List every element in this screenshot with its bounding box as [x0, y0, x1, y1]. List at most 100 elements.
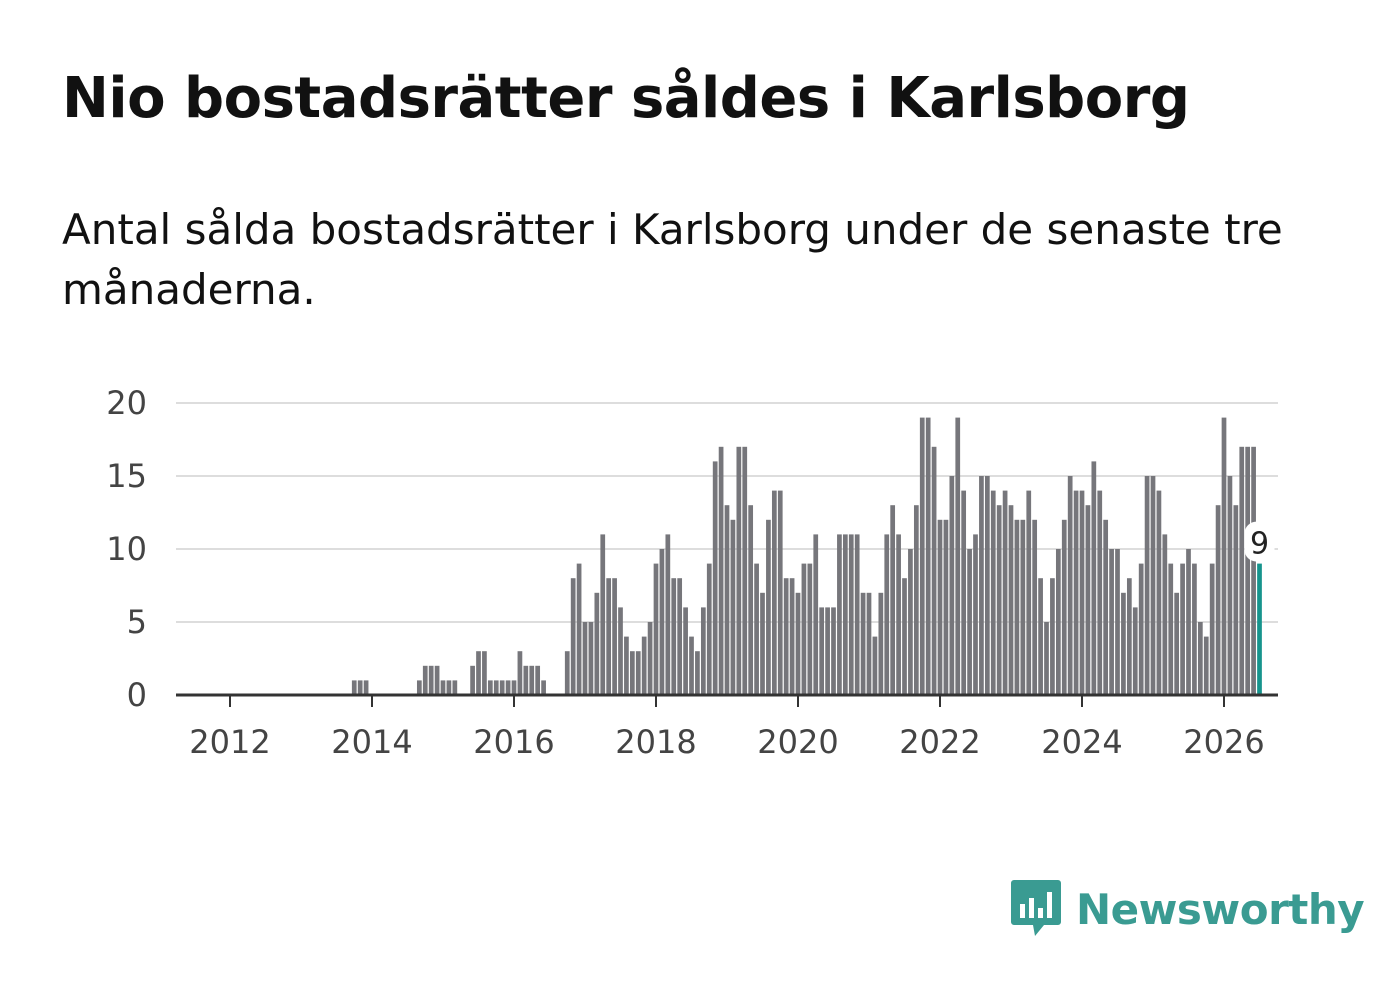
bar	[1008, 505, 1014, 695]
bar	[629, 651, 635, 695]
bar	[653, 563, 659, 695]
x-tick-label: 2024	[1041, 723, 1122, 761]
bar	[487, 680, 493, 695]
brand-name: Newsworthy	[1076, 884, 1365, 934]
bar	[718, 446, 724, 695]
bar	[641, 636, 647, 695]
bar	[594, 592, 600, 695]
bar	[884, 534, 890, 695]
bar	[1233, 505, 1239, 695]
bar	[967, 549, 972, 695]
bar	[783, 578, 789, 695]
bar	[541, 680, 546, 695]
bar	[848, 534, 854, 695]
bar	[706, 563, 712, 695]
bar	[357, 680, 363, 695]
bar	[860, 592, 866, 695]
y-tick-label: 5	[127, 603, 147, 641]
bar	[564, 651, 570, 695]
bar	[825, 607, 830, 695]
bar	[979, 476, 984, 695]
bar	[363, 680, 369, 695]
bar	[351, 680, 357, 695]
bar	[931, 446, 937, 695]
x-tick-label: 2026	[1183, 723, 1264, 761]
bar	[837, 534, 842, 695]
bar	[1197, 622, 1203, 695]
bar	[736, 446, 742, 695]
y-axis-labels: 0 5 10 15 20	[106, 384, 147, 714]
bar	[606, 578, 612, 695]
bar	[1073, 490, 1079, 695]
bar	[1026, 490, 1032, 695]
bar	[1121, 592, 1126, 695]
bar	[446, 680, 452, 695]
bar	[618, 607, 623, 695]
bar	[724, 505, 730, 695]
bar	[831, 607, 836, 695]
bar	[482, 651, 487, 695]
x-tick-label: 2016	[473, 723, 554, 761]
bar	[742, 446, 748, 695]
bar	[1168, 563, 1174, 695]
bar	[801, 563, 807, 695]
bar	[665, 534, 671, 695]
newsworthy-logo: Newsworthy	[1010, 878, 1365, 940]
bar	[529, 665, 535, 695]
bar	[748, 505, 754, 695]
bar	[1245, 446, 1251, 695]
bar	[422, 665, 428, 695]
bar	[1180, 563, 1185, 695]
bar	[1251, 446, 1256, 695]
bar	[902, 578, 907, 695]
bar	[961, 490, 967, 695]
bar	[890, 505, 896, 695]
bar	[1221, 417, 1227, 695]
bar	[428, 665, 434, 695]
bar	[1150, 476, 1156, 695]
bar	[1186, 549, 1191, 695]
bar	[570, 578, 576, 695]
bar	[1055, 549, 1061, 695]
bar	[760, 592, 765, 695]
bar	[766, 519, 771, 695]
bar	[1050, 578, 1055, 695]
bar	[842, 534, 848, 695]
bar	[1044, 622, 1049, 695]
bar	[582, 622, 588, 695]
bar	[807, 563, 813, 695]
bar	[624, 636, 629, 695]
bar	[535, 665, 541, 695]
bar	[1174, 592, 1180, 695]
bar	[777, 490, 783, 695]
bar	[416, 680, 422, 695]
bar	[1097, 490, 1103, 695]
bar	[1079, 490, 1085, 695]
bar	[872, 636, 878, 695]
bar	[1032, 519, 1038, 695]
bar	[695, 651, 700, 695]
bar	[476, 651, 481, 695]
bar	[470, 665, 475, 695]
bar	[896, 534, 901, 695]
bar	[659, 549, 665, 695]
bar	[1002, 490, 1008, 695]
x-tick-label: 2020	[757, 723, 838, 761]
bar	[1215, 505, 1221, 695]
bar	[795, 592, 801, 695]
bar	[588, 622, 594, 695]
bar	[712, 461, 718, 695]
bar-highlight	[1257, 563, 1262, 695]
y-tick-label: 15	[106, 457, 147, 495]
bar	[771, 490, 777, 695]
bar	[1020, 519, 1026, 695]
bar	[677, 578, 683, 695]
bar	[576, 563, 582, 695]
y-tick-label: 0	[127, 676, 147, 714]
bar	[1209, 563, 1215, 695]
bar	[434, 665, 440, 695]
bar	[499, 680, 505, 695]
chart-title: Nio bostadsrätter såldes i Karlsborg	[62, 66, 1190, 131]
bar	[600, 534, 606, 695]
bar	[813, 534, 819, 695]
